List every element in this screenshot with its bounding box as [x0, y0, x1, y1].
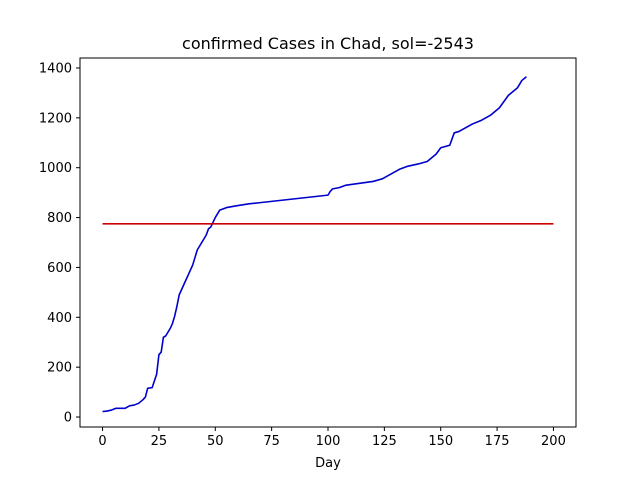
y-tick-label-3: 600: [47, 261, 72, 276]
x-axis: 0 25 50 75 100 125 150 175 200: [98, 427, 566, 449]
x-tick-label-6: 150: [428, 434, 453, 449]
x-tick-label-0: 0: [98, 434, 106, 449]
x-tick-label-8: 200: [541, 434, 566, 449]
y-tick-label-6: 1200: [39, 111, 72, 126]
y-tick-label-1: 200: [47, 361, 72, 376]
series-line-0: [102, 76, 527, 413]
plot-marks: [102, 76, 554, 413]
x-axis-label: Day: [315, 456, 341, 471]
x-tick-label-3: 75: [263, 434, 280, 449]
y-tick-label-0: 0: [64, 411, 72, 426]
y-tick-label-4: 800: [47, 211, 72, 226]
x-tick-label-4: 100: [316, 434, 341, 449]
y-tick-label-7: 1400: [39, 61, 72, 76]
y-axis: 0 200 400 600 800 1000 1200 1400: [39, 61, 80, 426]
x-tick-label-2: 50: [207, 434, 224, 449]
y-tick-label-5: 1000: [39, 161, 72, 176]
x-tick-label-1: 25: [151, 434, 168, 449]
x-tick-label-7: 175: [485, 434, 510, 449]
y-tick-label-2: 400: [47, 311, 72, 326]
x-tick-label-5: 125: [372, 434, 397, 449]
chart-title: confirmed Cases in Chad, sol=-2543: [182, 34, 474, 53]
